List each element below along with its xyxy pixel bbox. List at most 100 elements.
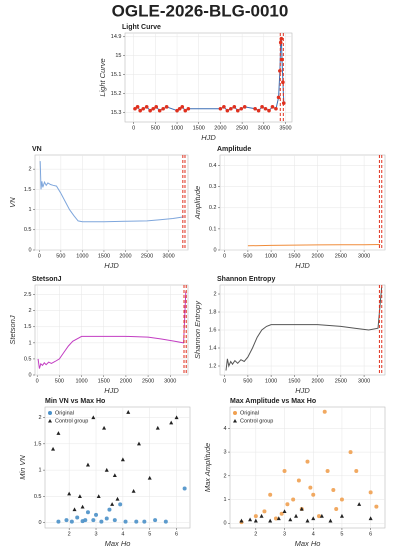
- data-point: [174, 415, 179, 420]
- data-point: [91, 415, 96, 420]
- x-tick-label: 1000: [76, 253, 88, 259]
- data-point: [253, 106, 257, 111]
- y-tick-label: 0.5: [24, 356, 32, 362]
- x-tick-label: 2000: [119, 253, 131, 259]
- x-tick-label: 2500: [142, 378, 154, 384]
- data-point: [270, 105, 275, 109]
- x-tick-label: 4: [121, 531, 124, 537]
- data-point: [305, 518, 310, 523]
- x-tick-label: 2500: [335, 378, 347, 384]
- data-point: [112, 473, 117, 477]
- data-point: [273, 516, 278, 521]
- y-tick-label: 1.8: [209, 309, 217, 315]
- data-point: [94, 512, 99, 517]
- x-tick-label: 1500: [193, 125, 205, 131]
- data-point: [155, 425, 160, 430]
- data-point: [104, 467, 109, 472]
- data-point: [339, 513, 344, 518]
- data-point: [262, 509, 267, 514]
- data-point: [235, 108, 240, 113]
- x-tick-label: 500: [56, 253, 65, 259]
- data-point: [148, 108, 152, 113]
- data-point: [131, 488, 136, 493]
- data-point: [177, 106, 182, 111]
- x-tick-label: 500: [243, 378, 252, 384]
- x-tick-label: 0: [132, 125, 135, 131]
- data-point: [339, 497, 344, 502]
- data-point: [334, 507, 339, 512]
- y-tick-label: 1: [28, 207, 31, 213]
- x-tick-label: 5: [148, 531, 151, 537]
- data-point: [222, 105, 226, 109]
- plot-area: [34, 154, 189, 251]
- data-point: [83, 518, 88, 523]
- data-point: [225, 108, 230, 113]
- legend-label: Original: [55, 410, 74, 416]
- data-point: [325, 469, 330, 474]
- x-tick-label: 2000: [311, 253, 323, 259]
- plot-area: [219, 154, 386, 251]
- data-point: [102, 425, 107, 430]
- y-tick-label: 0: [28, 372, 31, 378]
- x-tick-label: 1000: [171, 125, 183, 131]
- x-tick-label: 1500: [98, 253, 110, 259]
- data-point: [299, 506, 304, 511]
- data-point: [67, 491, 72, 496]
- data-point: [267, 108, 271, 113]
- y-tick-label: 3: [223, 450, 226, 456]
- data-line: [39, 161, 184, 223]
- y-tick-label: 0.2: [209, 205, 217, 211]
- data-line: [37, 291, 187, 369]
- x-axis-label: HJD: [201, 133, 216, 142]
- data-point: [51, 446, 56, 451]
- legend-label: Control group: [55, 418, 88, 424]
- data-point: [276, 95, 281, 100]
- data-point: [186, 106, 191, 111]
- data-point: [253, 514, 258, 519]
- data-point: [163, 519, 168, 524]
- data-point: [151, 106, 155, 111]
- data-point: [308, 485, 313, 490]
- y-tick-label: 1.5: [24, 324, 32, 330]
- legend-label: Original: [240, 410, 259, 416]
- data-point: [218, 106, 223, 111]
- y-tick-label: 15: [115, 53, 121, 59]
- data-point: [256, 108, 261, 113]
- y-axis-label: Min VN: [18, 455, 27, 480]
- y-tick-label: 0: [28, 247, 31, 253]
- x-axis-label: Max Ho: [105, 539, 131, 548]
- legend-marker: [233, 419, 237, 423]
- y-tick-label: 4: [223, 426, 226, 432]
- plot-area: [229, 406, 386, 529]
- data-point: [110, 502, 115, 506]
- data-line: [247, 244, 381, 247]
- x-tick-label: 2000: [311, 378, 323, 384]
- data-point: [374, 504, 379, 509]
- x-tick-label: 6: [175, 531, 178, 537]
- data-point: [133, 106, 137, 111]
- data-point: [96, 494, 101, 499]
- data-point: [147, 475, 152, 480]
- x-tick-label: 2: [68, 531, 71, 537]
- y-tick-label: 0.3: [209, 184, 217, 190]
- panel-title: Min VN vs Max Ho: [45, 398, 105, 405]
- data-point: [331, 488, 336, 493]
- data-line: [225, 286, 383, 371]
- data-point: [305, 459, 310, 464]
- data-point: [183, 108, 188, 113]
- data-point: [354, 469, 359, 474]
- y-tick-label: 0.5: [34, 494, 42, 500]
- data-point: [328, 518, 333, 523]
- data-point: [319, 513, 324, 518]
- legend-marker: [233, 411, 237, 415]
- x-axis-label: HJD: [295, 261, 310, 270]
- data-point: [69, 519, 74, 524]
- panel-title: Amplitude: [217, 146, 251, 153]
- y-tick-label: 2: [223, 473, 226, 479]
- y-tick-label: 2: [28, 308, 31, 314]
- x-tick-label: 3000: [162, 253, 174, 259]
- data-point: [164, 105, 169, 109]
- y-axis-label: StetsonJ: [8, 315, 17, 344]
- data-point: [368, 490, 373, 495]
